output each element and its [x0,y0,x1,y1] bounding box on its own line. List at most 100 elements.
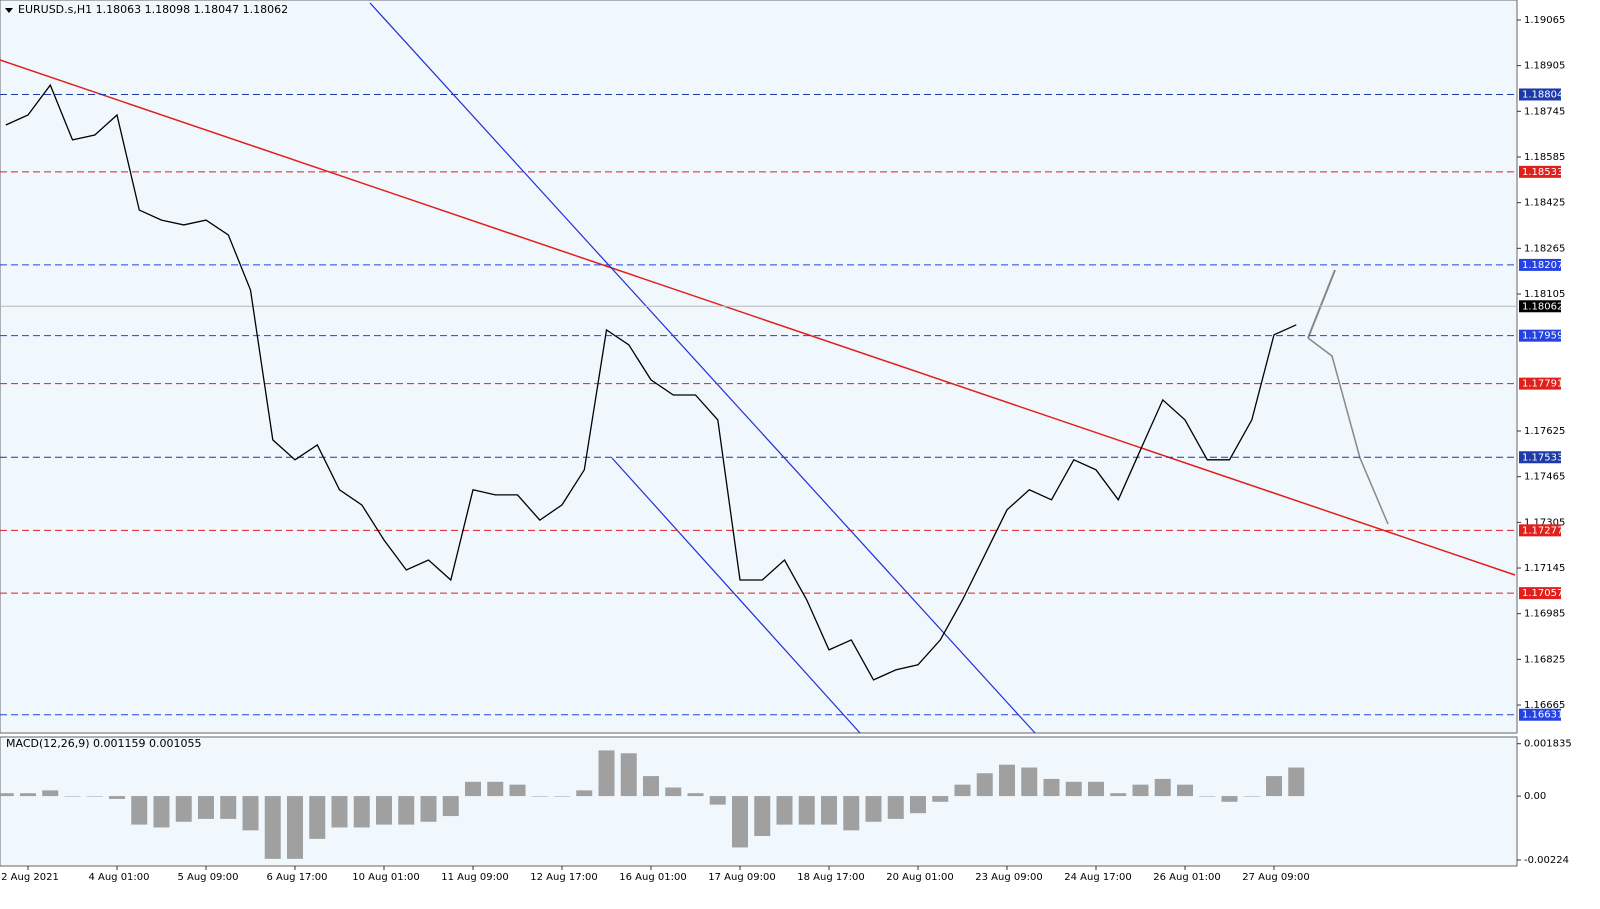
drawings [0,2,1516,734]
macd-bar [131,796,148,825]
main-panel [0,0,1518,734]
macd-tick-label: -0.00224 [1524,855,1569,866]
y-tick-label: 1.17305 [1524,517,1565,528]
macd-bar [1243,796,1260,797]
macd-bar [198,796,214,819]
level-box [1519,587,1561,600]
macd-bar [554,796,570,797]
macd-bar [420,796,437,822]
level-label: 1.18804 [1522,89,1563,100]
macd-bar [976,773,993,797]
macd-bar [1221,796,1238,802]
y-tick-label: 1.17145 [1524,563,1565,574]
macd-bar [109,796,125,799]
macd-bar [843,796,860,831]
macd-bar [509,784,526,797]
macd-bar [776,796,793,825]
macd-bar [487,781,504,797]
macd-bar [910,796,926,814]
level-box [1519,451,1561,464]
macd-bar [999,764,1015,797]
x-tick-label: 4 Aug 01:00 [88,872,149,883]
y-tick-label: 1.17625 [1524,426,1565,437]
macd-bar [353,796,370,828]
macd-bar [465,781,481,797]
x-tick-label: 2 Aug 2021 [1,872,59,883]
y-tick-label: 1.16665 [1524,700,1565,711]
level-label: 1.16631 [1522,710,1563,721]
macd-bar [1177,784,1193,797]
macd-bar [865,796,882,822]
x-tick-label: 20 Aug 01:00 [886,872,953,883]
level-label: 1.18207 [1522,260,1563,271]
y-tick-label: 1.18585 [1524,152,1565,163]
level-box [1519,258,1561,271]
y-tick-label: 1.17465 [1524,472,1565,483]
arrow [1307,337,1389,525]
macd-bar [86,796,103,797]
macd-bar [264,796,281,859]
level-label: 1.18533 [1522,167,1563,178]
level-box [1519,524,1561,537]
macd-title: MACD(12,26,9) 0.001159 0.001055 [6,737,202,750]
y-tick-label: 1.16985 [1524,609,1565,620]
y-tick-label: 1.18745 [1524,106,1565,117]
macd-bar [1154,778,1171,797]
macd-bar [376,796,392,825]
macd-bar [1021,767,1038,797]
macd-bar [1110,793,1127,797]
macd-tick-label: 0.001835 [1524,739,1572,750]
x-tick-label: 24 Aug 17:00 [1064,872,1131,883]
level-label: 1.17791 [1522,379,1563,390]
trendline [0,59,1516,576]
level-box [1519,329,1561,342]
chart-title: EURUSD.s,H1 1.18063 1.18098 1.18047 1.18… [18,3,288,16]
x-tick-label: 17 Aug 09:00 [708,872,775,883]
macd-bar [620,753,637,797]
macd-tick-label: 0.00 [1524,791,1546,802]
level-box [1519,165,1561,178]
macd-bar [754,796,771,837]
level-box [1519,88,1561,101]
macd-bar [175,796,192,822]
y-tick-label: 1.18105 [1524,289,1565,300]
menu-icon[interactable] [5,8,13,13]
x-tick-label: 27 Aug 09:00 [1242,872,1309,883]
macd-bar [0,793,14,797]
x-tick-label: 10 Aug 01:00 [352,872,419,883]
x-tick-label: 5 Aug 09:00 [177,872,238,883]
level-label: 1.18062 [1522,301,1563,312]
level-box [1519,300,1561,313]
y-tick-label: 1.18265 [1524,243,1565,254]
macd-bar [1132,784,1149,797]
level-label: 1.17277 [1522,525,1563,536]
x-tick-label: 26 Aug 01:00 [1153,872,1220,883]
macd-bar [1043,778,1060,797]
macd-bar [242,796,259,831]
macd-bar [732,796,748,848]
macd-bar [932,796,949,802]
x-tick-label: 18 Aug 17:00 [797,872,864,883]
macd-bar [309,796,326,839]
y-tick-label: 1.18425 [1524,198,1565,209]
macd-bar [1288,767,1305,797]
level-label: 1.17959 [1522,331,1563,342]
macd-bar [821,796,837,825]
macd-bar [64,796,81,797]
macd-bar [1199,796,1216,797]
macd-bar [1065,781,1082,797]
macd-bar [576,790,593,797]
y-tick-label: 1.19065 [1524,15,1565,26]
macd-bar [643,776,659,797]
x-tick-label: 11 Aug 09:00 [441,872,508,883]
macd-bar [153,796,170,828]
macd-bar [42,790,59,797]
macd-bar [220,796,237,819]
level-box [1519,377,1561,390]
channel-line [611,457,861,734]
level-label: 1.17533 [1522,452,1563,463]
macd-bar [331,796,348,828]
x-tick-label: 12 Aug 17:00 [530,872,597,883]
